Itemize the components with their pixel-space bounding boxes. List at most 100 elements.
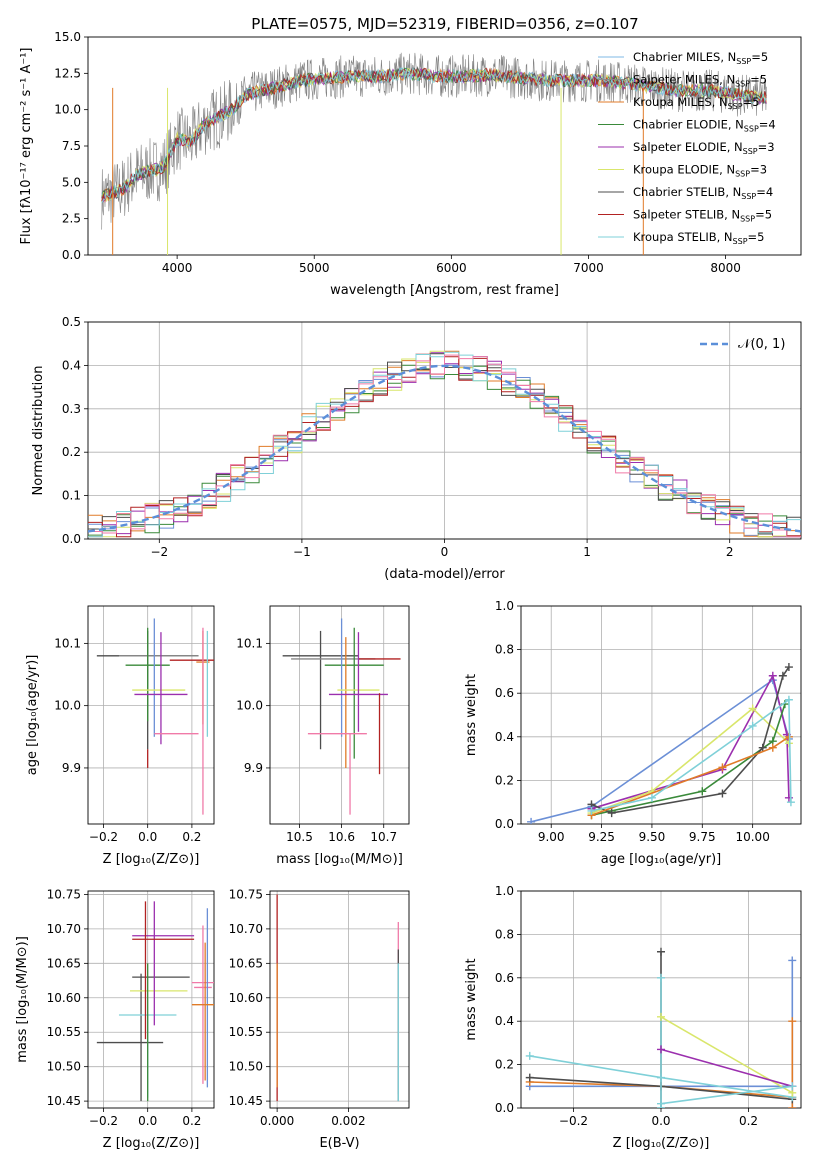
x-tick-label: 1 <box>583 545 591 559</box>
axes-residuals: −2 −1 0 1 2 0.0 0.1 0.2 0.3 0.4 0.5 (data-model)/er… <box>31 315 802 582</box>
errorbar-point <box>324 627 384 759</box>
legend-count: =3 <box>758 140 775 154</box>
legend-label: Kroupa ELODIE, NSSP=3 <box>633 163 767 179</box>
legend-count: =5 <box>751 50 768 64</box>
axes-frame <box>269 890 410 1109</box>
legend-label: Salpeter STELIB, NSSP=5 <box>633 208 772 224</box>
errorbar-point <box>125 627 170 722</box>
axes-frame <box>87 605 215 825</box>
y-tick-label: 15.0 <box>54 30 81 44</box>
errorbar-point <box>328 632 388 732</box>
x-tick-label: 10.6 <box>328 830 355 844</box>
y-tick-label: 10.65 <box>229 956 263 970</box>
plot-area-age-mass <box>282 618 401 815</box>
y-tick-label: 5.0 <box>62 175 81 189</box>
legend-count: =5 <box>743 95 760 109</box>
spectrum-legend: Chabrier MILES, NSSP=5 Salpeter MILES, NS… <box>598 50 776 246</box>
y-tick-label: 0.4 <box>495 1014 514 1028</box>
y-tick-label: 0.4 <box>62 358 81 372</box>
x-tick-label: 7000 <box>573 261 604 275</box>
axes-mass-EBV: 0.000 0.002 10.45 10.50 10.55 10.60 10.65 10.70… <box>229 887 410 1151</box>
weight-marker <box>768 671 777 680</box>
weight-marker <box>788 1017 797 1026</box>
x-axis-label: Z [log₁₀(Z/Z⊙)] <box>103 1136 200 1151</box>
plot-area-residuals <box>88 350 801 538</box>
legend-count: =5 <box>748 230 765 244</box>
weight-marker <box>788 956 797 965</box>
normal-curve <box>88 364 801 533</box>
weight-marker <box>718 789 727 798</box>
y-tick-label: 9.9 <box>62 761 81 775</box>
x-tick-label: 0.0 <box>138 1114 157 1128</box>
weight-line <box>591 666 790 814</box>
plot-area-age-Z <box>96 618 214 815</box>
x-axis-label: mass [log₁₀(M/M⊙)] <box>276 852 403 867</box>
x-axis-label: E(B-V) <box>319 1136 359 1151</box>
weight-marker <box>647 793 656 802</box>
axes-age-mass: 10.5 10.6 10.7 9.9 10.0 10.1 mass [log₁₀(M/M⊙)… <box>236 605 410 867</box>
plots-group: 4000 5000 6000 7000 80000.02.55.07.510.012.5… <box>15 30 802 1151</box>
weight-marker <box>788 1104 797 1108</box>
y-tick-label: 0.2 <box>495 773 514 787</box>
x-tick-label: 9.75 <box>689 830 716 844</box>
legend-label: 𝒩(0, 1) <box>738 337 785 352</box>
y-tick-label: 10.70 <box>47 922 81 936</box>
x-tick-label: 0.002 <box>331 1114 365 1128</box>
weight-marker <box>525 1051 534 1060</box>
weight-marker <box>525 1073 534 1082</box>
x-tick-label: 6000 <box>436 261 467 275</box>
y-tick-label: 0.5 <box>62 315 81 329</box>
y-tick-label: 9.9 <box>244 761 263 775</box>
x-axis-label: Z [log₁₀(Z/Z⊙)] <box>613 1136 710 1151</box>
x-tick-label: 0.0 <box>651 1114 670 1128</box>
weight-marker <box>784 663 793 672</box>
y-axis-label: mass [log₁₀(M/M⊙)] <box>15 936 30 1063</box>
legend-subscript: SSP <box>740 215 755 224</box>
legend-subscript: SSP <box>741 192 756 201</box>
weight-marker <box>748 721 757 730</box>
weight-line <box>591 673 790 810</box>
legend-subscript: SSP <box>728 102 743 111</box>
figure-title: PLATE=0575, MJD=52319, FIBERID=0356, z=0… <box>251 15 638 33</box>
axes-spectrum: 4000 5000 6000 7000 8000 0.0 2.5 5.0 7.5 10.0 12.5… <box>19 30 802 298</box>
legend-count: =4 <box>756 185 773 199</box>
y-tick-label: 10.75 <box>229 887 263 901</box>
plot-area-weight-Z <box>525 947 797 1108</box>
x-tick-label: −1 <box>293 545 311 559</box>
model-spectrum <box>101 65 767 200</box>
y-tick-label: 0.8 <box>495 643 514 657</box>
y-tick-label: 0.0 <box>62 248 81 262</box>
y-axis-label: Normed distribution <box>31 366 46 496</box>
y-tick-label: 10.50 <box>229 1060 263 1074</box>
x-tick-label: 5000 <box>299 261 330 275</box>
y-tick-label: 0.0 <box>495 1101 514 1115</box>
axes-weight-age: 9.00 9.25 9.50 9.75 10.00 0.0 0.2 0.4 0.6 0.8 1.0 a… <box>464 599 802 867</box>
axes-mass-Z: −0.2 0.0 0.2 10.45 10.50 10.55 10.60 10.65 10.70… <box>15 887 215 1151</box>
weight-marker <box>768 743 777 752</box>
y-tick-label: 10.0 <box>54 103 81 117</box>
x-axis-label: (data-model)/error <box>384 567 505 582</box>
y-tick-label: 0.6 <box>495 971 514 985</box>
legend-subscript: SSP <box>735 80 750 89</box>
x-tick-label: 0.2 <box>739 1114 758 1128</box>
residual-histogram <box>88 364 801 537</box>
plot-area-mass-EBV <box>276 894 399 1102</box>
y-tick-label: 0.0 <box>495 817 514 831</box>
y-axis-label: mass weight <box>464 674 479 756</box>
plot-area-weight-age <box>527 663 795 824</box>
y-tick-label: 0.6 <box>495 686 514 700</box>
residual-legend: 𝒩(0, 1) <box>700 337 785 352</box>
legend-label: Salpeter MILES, NSSP=5 <box>633 73 767 89</box>
weight-marker <box>587 806 596 815</box>
x-tick-label: −0.2 <box>559 1114 588 1128</box>
weight-marker <box>788 1082 797 1091</box>
y-tick-label: 10.1 <box>54 636 81 650</box>
x-tick-label: 9.00 <box>538 830 565 844</box>
y-tick-label: 10.1 <box>236 636 263 650</box>
weight-marker <box>786 798 795 807</box>
legend-count: =3 <box>750 163 767 177</box>
y-tick-label: 10.45 <box>229 1094 263 1108</box>
legend-subscript: SSP <box>743 147 758 156</box>
legend-subscript: SSP <box>736 57 751 66</box>
